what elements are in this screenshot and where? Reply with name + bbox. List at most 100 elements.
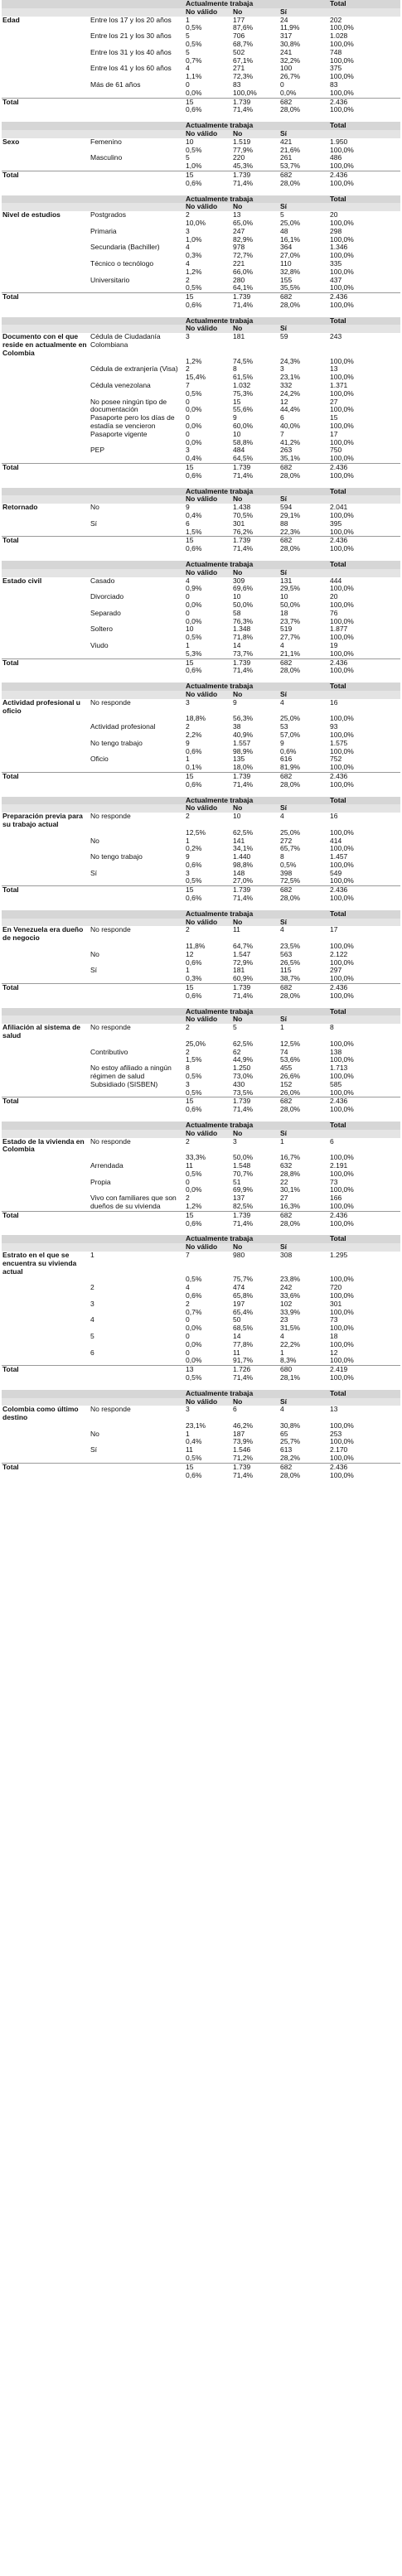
- category-label: 6: [90, 1348, 94, 1357]
- total-percent-cell: 71,4%: [233, 178, 254, 187]
- count-cell: 11: [233, 1348, 240, 1357]
- header-blank: [90, 1397, 185, 1406]
- table-row: 4 0 50 23 73: [2, 1316, 400, 1324]
- count-cell: 430: [233, 1079, 245, 1088]
- count-cell: 5: [186, 153, 190, 162]
- total-blank: [2, 301, 90, 310]
- total-percent-cell: 0,6%: [186, 300, 202, 309]
- column-header: No: [232, 568, 279, 577]
- header-total-label: Total: [329, 1007, 400, 1016]
- table-row: 1,2% 66,0% 32,8% 100,0%: [2, 268, 400, 277]
- count-cell: 1: [186, 640, 190, 649]
- header-total-label: Total: [329, 796, 400, 805]
- variable-blank: [2, 870, 90, 878]
- total-row: 0,6% 71,4% 28,0% 100,0%: [2, 1471, 400, 1480]
- count-cell: 83: [233, 80, 241, 89]
- variable-blank: [2, 236, 90, 244]
- percent-cell: 18,8%: [186, 714, 206, 723]
- total-count-cell: 1.739: [232, 97, 279, 107]
- percent-cell: 44,4%: [280, 405, 301, 414]
- column-header: Sí: [279, 325, 329, 334]
- percent-cell: 0,4%: [186, 1437, 202, 1446]
- total-label: Total: [2, 463, 90, 472]
- header-group-label: Actualmente trabaja: [185, 1007, 329, 1016]
- count-cell: 5: [186, 47, 190, 56]
- header-blank: [90, 804, 185, 813]
- percent-cell: 100,0%: [330, 388, 354, 398]
- count-cell: 585: [330, 1079, 342, 1088]
- total-blank: [90, 106, 185, 114]
- count-cell: 12: [280, 397, 288, 406]
- header-group-label: Actualmente trabaja: [185, 1121, 329, 1130]
- count-cell: 73: [330, 1315, 338, 1324]
- percent-cell: 100,0%: [330, 974, 354, 983]
- header-group-label: Actualmente trabaja: [185, 195, 329, 204]
- percent-cell: 2,2%: [186, 730, 202, 739]
- total-percent-cell: 28,1%: [280, 1372, 301, 1382]
- percent-cell: 100,0%: [330, 267, 354, 276]
- count-cell: 298: [330, 226, 342, 235]
- table-row: Edad Entre los 17 y los 20 años 1 177 24 202: [2, 16, 400, 25]
- category-label: Oficio: [90, 755, 109, 764]
- percent-cell: 100,0%: [330, 162, 354, 171]
- total-row: 0,5% 71,4% 28,1% 100,0%: [2, 1372, 400, 1382]
- variable-blank: [2, 439, 90, 447]
- table-row: 0,0% 50,0% 50,0% 100,0%: [2, 601, 400, 610]
- total-count-cell: 682: [279, 771, 329, 781]
- percent-cell: 33,9%: [280, 1307, 301, 1316]
- count-cell: 2.122: [330, 949, 348, 958]
- percent-cell: 12,5%: [186, 827, 206, 837]
- count-cell: 1.028: [330, 31, 348, 41]
- table-row: Actividad profesional 2 38 53 93: [2, 722, 400, 731]
- total-blank: [2, 895, 90, 903]
- category-label: No: [90, 949, 99, 958]
- table-row: Técnico o tecnólogo 4 221 110 335: [2, 259, 400, 268]
- count-cell: 0: [186, 1315, 190, 1324]
- total-label: Total: [2, 97, 90, 107]
- header-row: Actualmente trabaja Total: [2, 195, 400, 204]
- percent-cell: 100,0%: [330, 454, 354, 463]
- count-cell: 5: [186, 31, 190, 41]
- table-row: 23,1% 46,2% 30,8% 100,0%: [2, 1421, 400, 1430]
- percent-cell: 75,3%: [233, 388, 254, 398]
- variable-blank: [2, 49, 90, 57]
- category-label: Femenino: [90, 137, 122, 146]
- percent-cell: 81,9%: [280, 763, 301, 772]
- header-blank: [2, 203, 90, 212]
- total-row: Total 15 1.739 682 2.436: [2, 170, 400, 180]
- column-header: No: [232, 1397, 279, 1406]
- variable-blank: [2, 89, 90, 98]
- percent-cell: 0,5%: [186, 23, 202, 32]
- total-count-cell: 682: [279, 1097, 329, 1107]
- column-header: No válido: [185, 918, 232, 927]
- percent-cell: 0,0%: [186, 1185, 202, 1194]
- header-blank: [90, 122, 185, 130]
- table-row: Entre los 21 y los 30 años 5 706 317 1.028: [2, 31, 400, 41]
- count-cell: 88: [280, 519, 288, 528]
- total-label: Total: [2, 983, 90, 992]
- percent-cell: 53,6%: [280, 1055, 301, 1064]
- count-cell: 1.950: [330, 137, 348, 146]
- total-blank: [2, 1472, 90, 1480]
- percent-cell: 87,6%: [233, 23, 254, 32]
- header-blank: [2, 1389, 90, 1398]
- variable-blank: [2, 398, 90, 407]
- header-blank: [90, 1007, 185, 1016]
- total-count-cell: 2.436: [329, 1462, 400, 1472]
- category-label: No responde: [90, 812, 131, 821]
- total-blank: [90, 301, 185, 310]
- count-cell: 1.557: [233, 738, 251, 747]
- category-label: Actividad profesional: [90, 722, 156, 731]
- count-cell: 398: [280, 868, 293, 877]
- percent-cell: 16,3%: [280, 1201, 301, 1210]
- header-blank: [2, 1235, 90, 1244]
- header-blank: [90, 7, 185, 17]
- total-percent-cell: 100,0%: [330, 991, 354, 1000]
- header-blank: [2, 1122, 90, 1130]
- total-percent-cell: 100,0%: [330, 300, 354, 309]
- variable-blank: [2, 147, 90, 155]
- percent-cell: 100,0%: [330, 584, 354, 593]
- count-cell: 750: [330, 446, 342, 455]
- percent-cell: 100,0%: [330, 1290, 354, 1300]
- total-count-cell: 1.739: [232, 1210, 279, 1220]
